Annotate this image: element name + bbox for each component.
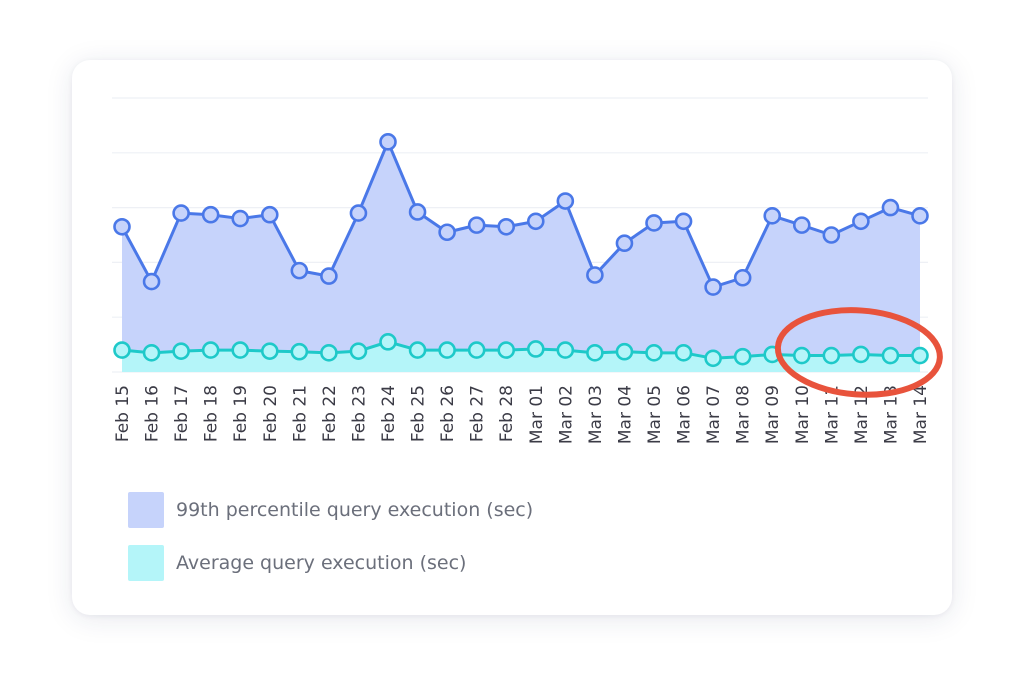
data-point xyxy=(674,212,693,231)
data-point xyxy=(260,342,279,360)
x-tick-label: Mar 08 xyxy=(734,385,754,444)
data-point xyxy=(586,344,604,362)
data-point xyxy=(290,342,309,361)
data-point xyxy=(881,346,900,365)
data-point xyxy=(911,346,929,365)
x-tick-label: Feb 17 xyxy=(172,385,192,442)
data-point xyxy=(497,341,516,359)
x-tick-label: Feb 15 xyxy=(113,385,133,442)
legend-item-average: Average query execution (sec) xyxy=(128,545,533,581)
data-point xyxy=(852,345,870,364)
data-point xyxy=(792,216,811,234)
data-point xyxy=(645,214,663,232)
highlight-ellipse xyxy=(774,307,943,398)
data-point xyxy=(763,207,782,225)
x-tick-label: Mar 11 xyxy=(822,385,842,444)
x-tick-label: Mar 02 xyxy=(556,385,576,444)
data-point xyxy=(881,198,900,217)
data-point xyxy=(231,209,250,228)
x-tick-label: Mar 10 xyxy=(793,385,813,444)
x-tick-label: Feb 27 xyxy=(468,385,488,442)
data-point xyxy=(911,207,929,225)
data-point xyxy=(408,203,427,221)
annotation-layer xyxy=(774,307,943,398)
x-tick-label: Mar 12 xyxy=(852,385,872,444)
legend-swatch-p99 xyxy=(128,492,164,528)
data-point xyxy=(556,341,575,359)
series-line-0 xyxy=(120,140,921,289)
data-point xyxy=(320,344,338,362)
series-line-1 xyxy=(121,340,920,360)
x-tick-label: Mar 14 xyxy=(911,385,931,444)
legend-swatch-average xyxy=(128,545,164,581)
data-point xyxy=(172,342,190,360)
data-point xyxy=(822,226,841,244)
data-point xyxy=(438,223,456,242)
data-point xyxy=(704,278,722,296)
series-area-0 xyxy=(122,141,920,372)
data-point xyxy=(497,217,516,236)
data-point xyxy=(142,272,161,291)
data-point xyxy=(438,341,456,359)
data-point xyxy=(615,234,634,253)
data-point xyxy=(260,205,279,224)
x-tick-label: Feb 18 xyxy=(202,385,222,442)
x-tick-label: Feb 25 xyxy=(409,385,429,442)
data-point xyxy=(201,341,220,359)
data-point xyxy=(526,340,545,358)
series-layer xyxy=(113,133,929,372)
series-area-1 xyxy=(122,341,920,372)
data-point xyxy=(822,346,841,365)
data-point xyxy=(792,346,811,365)
legend: 99th percentile query execution (sec) Av… xyxy=(128,492,533,598)
data-point xyxy=(113,341,131,359)
data-point xyxy=(674,344,693,362)
x-tick-label: Mar 04 xyxy=(615,385,635,444)
x-tick-label: Feb 28 xyxy=(497,385,517,442)
data-point xyxy=(645,344,663,362)
data-point xyxy=(733,347,752,366)
x-axis-ticks: Feb 15 Feb 16 Feb 17 Feb 18 Feb 19 Feb 20 Feb … xyxy=(113,385,931,444)
data-point xyxy=(320,267,338,285)
data-point xyxy=(556,192,575,210)
data-point xyxy=(349,204,368,222)
data-point xyxy=(379,133,397,151)
data-point xyxy=(172,204,190,222)
data-point xyxy=(201,205,220,224)
data-point xyxy=(231,341,250,359)
x-tick-label: Mar 06 xyxy=(675,385,695,444)
x-tick-label: Feb 16 xyxy=(143,385,163,442)
data-point xyxy=(290,261,309,280)
legend-item-p99: 99th percentile query execution (sec) xyxy=(128,492,533,528)
x-tick-label: Feb 22 xyxy=(320,385,340,442)
x-tick-label: Mar 07 xyxy=(704,385,724,444)
data-point xyxy=(408,341,427,359)
x-tick-label: Mar 09 xyxy=(763,385,783,444)
data-point xyxy=(526,212,545,231)
x-tick-label: Feb 21 xyxy=(290,385,310,442)
data-point xyxy=(142,344,161,362)
data-point xyxy=(113,217,131,236)
data-point xyxy=(852,212,870,231)
x-tick-label: Mar 01 xyxy=(527,385,547,444)
x-tick-label: Mar 05 xyxy=(645,385,665,444)
data-point xyxy=(467,341,486,359)
legend-label-p99: 99th percentile query execution (sec) xyxy=(176,499,534,521)
data-point xyxy=(704,349,722,368)
data-point xyxy=(615,342,634,361)
legend-label-average: Average query execution (sec) xyxy=(176,552,467,574)
data-point xyxy=(379,333,397,351)
data-point xyxy=(349,342,368,360)
x-tick-label: Feb 26 xyxy=(438,385,458,442)
x-tick-label: Feb 23 xyxy=(349,385,369,442)
data-point xyxy=(586,266,604,284)
x-tick-label: Feb 24 xyxy=(379,385,399,442)
x-tick-label: Feb 20 xyxy=(261,385,281,442)
x-tick-label: Mar 13 xyxy=(881,385,901,444)
data-point xyxy=(733,268,752,287)
x-tick-label: Feb 19 xyxy=(231,385,251,442)
data-point xyxy=(467,216,486,234)
x-tick-label: Mar 03 xyxy=(586,385,606,444)
